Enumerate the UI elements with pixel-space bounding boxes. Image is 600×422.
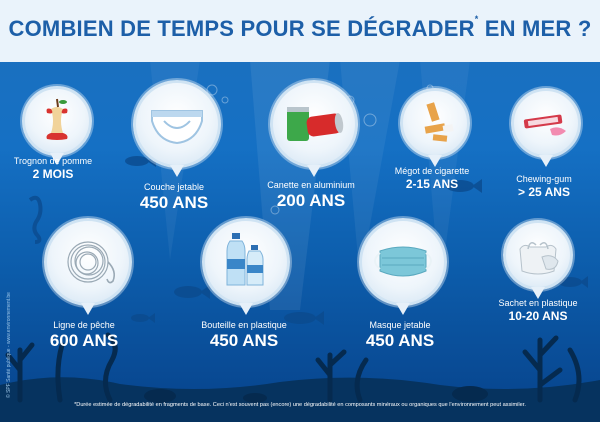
item-duration: 200 ANS [276, 191, 346, 210]
item-bubble-apple-core [22, 86, 92, 165]
item-label-can: Canette en aluminium 200 ANS [254, 180, 368, 210]
item-label-apple-core: Trognon de pomme 2 MOIS [0, 156, 106, 181]
item-label-fishing-line: Ligne de pêche 600 ANS [22, 320, 146, 350]
item-duration: 450 ANS [139, 193, 209, 212]
cigarette-butt-icon [424, 102, 454, 142]
item-bubble-mask [359, 218, 447, 315]
item-label-chewing-gum: Chewing-gum > 25 ANS [492, 174, 596, 199]
item-label-plastic-bag: Sachet en plastique 10-20 ANS [480, 298, 596, 323]
item-name: Trognon de pomme [13, 156, 93, 166]
item-label-mask: Masque jetable 450 ANS [344, 320, 456, 350]
disposable-mask-icon [374, 246, 432, 277]
item-duration: 450 ANS [365, 331, 435, 350]
item-name: Bouteille en plastique [201, 320, 287, 330]
item-bubble-can [270, 80, 358, 177]
item-bubble-fishing-line [44, 218, 132, 315]
footnote: *Durée estimée de dégradabilité en fragm… [74, 402, 526, 408]
credit-text: © SPF Santé publique - www.environnement… [5, 292, 12, 398]
item-name: Canette en aluminium [267, 180, 355, 190]
item-duration: > 25 ANS [518, 185, 570, 199]
page-title: COMBIEN DE TEMPS POUR SE DÉGRADER* EN ME… [8, 14, 592, 41]
seabed [0, 332, 600, 422]
item-bubble-plastic-bag [503, 220, 573, 299]
item-duration: 2 MOIS [32, 167, 74, 181]
item-name: Masque jetable [369, 320, 431, 330]
aluminium-can-icon [287, 107, 344, 141]
plastic-bottle-icon [226, 233, 264, 286]
item-label-plastic-bottle: Bouteille en plastique 450 ANS [188, 320, 300, 350]
item-name: Mégot de cigarette [394, 166, 470, 176]
item-name: Sachet en plastique [498, 298, 578, 308]
header-wave [0, 44, 600, 62]
fishing-line-icon [67, 241, 115, 284]
item-label-diaper: Couche jetable 450 ANS [118, 182, 230, 212]
apple-core-icon [46, 98, 68, 140]
svg-text:© SPF Santé publique - www.env: © SPF Santé publique - www.environnement… [5, 292, 12, 398]
item-duration: 10-20 ANS [508, 309, 568, 323]
diaper-icon [151, 110, 203, 145]
item-name: Couche jetable [143, 182, 205, 192]
chewing-gum-icon [523, 114, 566, 136]
item-duration: 600 ANS [49, 331, 119, 350]
item-duration: 450 ANS [209, 331, 279, 350]
item-duration: 2-15 ANS [405, 177, 459, 191]
item-bubble-cigarette [400, 88, 470, 167]
item-bubble-diaper [133, 80, 221, 177]
item-name: Chewing-gum [516, 174, 572, 184]
plastic-bag-icon [519, 242, 559, 275]
item-name: Ligne de pêche [53, 320, 115, 330]
item-bubble-plastic-bottle [202, 218, 290, 315]
item-bubble-chewing-gum [511, 88, 581, 167]
item-label-cigarette: Mégot de cigarette 2-15 ANS [378, 166, 486, 191]
